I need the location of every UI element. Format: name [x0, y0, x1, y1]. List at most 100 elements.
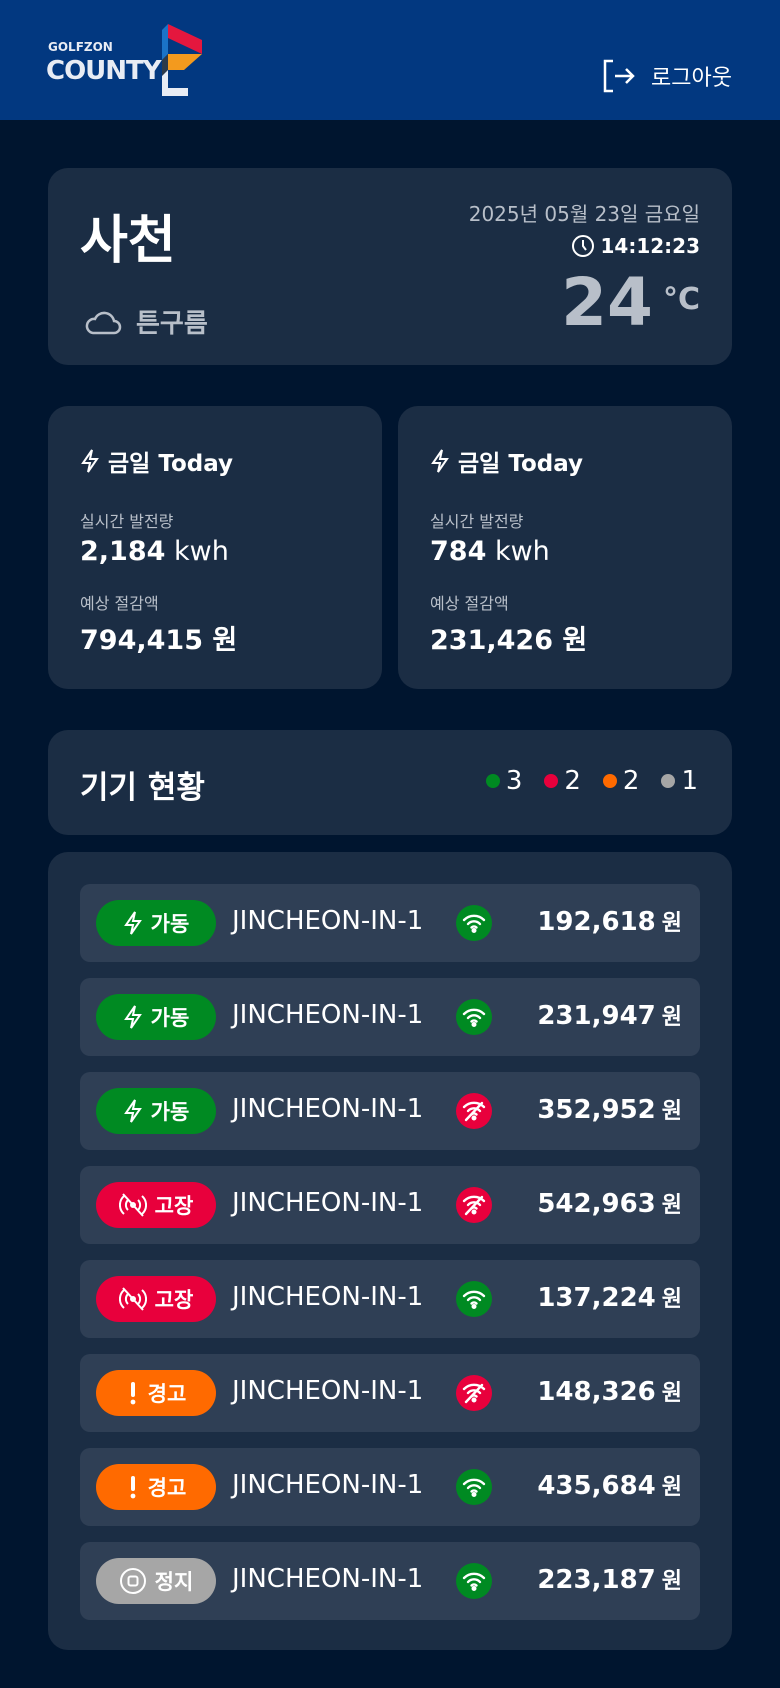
realtime-label: 실시간 발전량 [430, 512, 524, 531]
realtime-generation: 2,184 kwh [80, 536, 229, 567]
status-badge: 경고 [96, 1464, 216, 1510]
brand-top: GOLFZON [48, 40, 113, 54]
status-badge: 정지 [96, 1558, 216, 1604]
savings-label: 예상 절감액 [80, 594, 159, 613]
wifi-icon [456, 999, 492, 1035]
bolt-icon [123, 1004, 143, 1030]
device-row[interactable]: 정지 JINCHEON-IN-1 223,187 원 [80, 1542, 700, 1620]
device-amount: 137,224 원 [537, 1283, 682, 1313]
bolt-icon [123, 1098, 143, 1124]
wifi-icon [456, 1563, 492, 1599]
device-name: JINCHEON-IN-1 [232, 1000, 424, 1030]
power-card: 금일 Today 실시간 발전량 2,184 kwh 예상 절감액 794,41… [48, 406, 382, 689]
legend-count: 2 [564, 766, 581, 796]
wifi-icon [456, 1281, 492, 1317]
city-name: 사천 [80, 211, 176, 271]
device-amount: 223,187 원 [537, 1565, 682, 1595]
app-header: GOLFZON COUNTY 로그아웃 [0, 0, 780, 120]
bolt-icon [81, 449, 99, 473]
temperature-unit: °C [662, 282, 700, 317]
device-name: JINCHEON-IN-1 [232, 1188, 424, 1218]
legend-dot [485, 774, 500, 788]
time-display: 14:12:23 [571, 234, 701, 258]
stop-icon [119, 1567, 147, 1595]
status-badge: 고장 [96, 1182, 216, 1228]
cloud-icon [85, 311, 122, 334]
device-row[interactable]: 경고 JINCHEON-IN-1 148,326 원 [80, 1354, 700, 1432]
legend-item: 3 [485, 766, 523, 796]
status-badge: 가동 [96, 900, 216, 946]
golfzon-county-logo: GOLFZON COUNTY [46, 24, 216, 98]
device-name: JINCHEON-IN-1 [232, 1376, 424, 1406]
clock-icon [571, 235, 594, 257]
exclamation-icon [126, 1380, 140, 1406]
device-status-header: 기기 현황 3 2 2 1 [48, 730, 732, 835]
legend-count: 2 [622, 766, 640, 796]
estimated-savings: 794,415 원 [80, 625, 238, 656]
wifi-off-icon [456, 1187, 492, 1223]
realtime-label: 실시간 발전량 [80, 512, 174, 531]
legend-item: 1 [661, 766, 698, 796]
legend-dot [661, 774, 676, 788]
card-title: 금일 Today [108, 451, 234, 477]
temperature: 24 °C [561, 270, 700, 336]
device-amount: 148,326 원 [537, 1377, 682, 1407]
status-badge: 가동 [96, 994, 216, 1040]
legend-item: 2 [544, 766, 581, 796]
device-name: JINCHEON-IN-1 [232, 1564, 424, 1594]
device-amount: 435,684 원 [537, 1471, 682, 1501]
device-name: JINCHEON-IN-1 [232, 1470, 424, 1500]
status-label: 가동 [150, 1006, 190, 1030]
logout-button[interactable]: 로그아웃 [601, 58, 732, 94]
wifi-icon [456, 905, 492, 941]
exclamation-icon [126, 1474, 140, 1500]
weather-condition: 튼구름 [84, 303, 208, 340]
device-row[interactable]: 고장 JINCHEON-IN-1 542,963 원 [80, 1166, 700, 1244]
temperature-value: 24 [561, 264, 653, 341]
device-amount: 231,947 원 [537, 1001, 682, 1031]
legend-count: 1 [681, 766, 698, 796]
device-amount: 192,618 원 [537, 907, 682, 937]
logout-icon [603, 59, 635, 93]
device-list: 가동 JINCHEON-IN-1 192,618 원 가동 JINCHEON-IN-1 23… [48, 852, 732, 1650]
device-name: JINCHEON-IN-1 [232, 1094, 424, 1124]
device-name: JINCHEON-IN-1 [232, 906, 424, 936]
savings-label: 예상 절감액 [430, 594, 509, 613]
status-badge: 경고 [96, 1370, 216, 1416]
date-text: 2025년 05월 23일 금요일 [468, 202, 700, 226]
time-text: 14:12:23 [600, 234, 701, 258]
legend-count: 3 [505, 766, 523, 796]
device-row[interactable]: 경고 JINCHEON-IN-1 435,684 원 [80, 1448, 700, 1526]
power-card: 금일 Today 실시간 발전량 784 kwh 예상 절감액 231,426 … [398, 406, 732, 689]
condition-text: 튼구름 [136, 309, 208, 339]
bolt-icon [431, 449, 449, 473]
section-title: 기기 현황 [80, 770, 205, 806]
device-row[interactable]: 가동 JINCHEON-IN-1 231,947 원 [80, 978, 700, 1056]
status-label: 가동 [150, 1100, 190, 1124]
signal-off-icon [118, 1286, 147, 1312]
device-row[interactable]: 가동 JINCHEON-IN-1 352,952 원 [80, 1072, 700, 1150]
legend-dot [544, 774, 559, 788]
status-badge: 고장 [96, 1276, 216, 1322]
card-title: 금일 Today [458, 451, 584, 477]
device-amount: 352,952 원 [537, 1095, 682, 1125]
legend-item: 2 [602, 766, 640, 796]
status-label: 고장 [154, 1288, 194, 1312]
logout-label: 로그아웃 [651, 66, 732, 91]
status-label: 고장 [154, 1194, 194, 1218]
status-legend: 3 2 2 1 [485, 766, 698, 796]
weather-card: 사천 튼구름 2025년 05월 23일 금요일 14:12:23 24 °C [48, 168, 732, 365]
realtime-generation: 784 kwh [430, 536, 550, 567]
wifi-icon [456, 1469, 492, 1505]
wifi-off-icon [456, 1375, 492, 1411]
device-row[interactable]: 가동 JINCHEON-IN-1 192,618 원 [80, 884, 700, 962]
status-label: 경고 [147, 1382, 187, 1406]
brand-main: COUNTY [46, 56, 162, 86]
status-label: 정지 [154, 1570, 194, 1594]
device-row[interactable]: 고장 JINCHEON-IN-1 137,224 원 [80, 1260, 700, 1338]
legend-dot [602, 774, 617, 788]
signal-off-icon [118, 1192, 147, 1218]
bolt-icon [123, 910, 143, 936]
wifi-off-icon [456, 1093, 492, 1129]
status-label: 경고 [147, 1476, 187, 1500]
